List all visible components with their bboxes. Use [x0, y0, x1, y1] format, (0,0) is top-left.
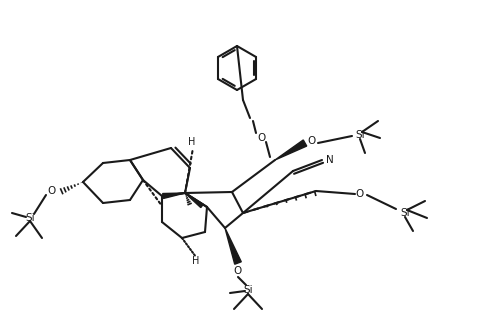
- Text: O: O: [234, 266, 242, 276]
- Text: O: O: [47, 186, 55, 196]
- Text: Si: Si: [25, 213, 35, 223]
- Text: Si: Si: [243, 285, 253, 295]
- Text: Si: Si: [355, 130, 365, 140]
- Text: H: H: [188, 137, 196, 147]
- Text: N: N: [326, 155, 334, 165]
- Text: O: O: [308, 136, 316, 146]
- Polygon shape: [275, 140, 307, 160]
- Text: O: O: [257, 133, 265, 143]
- Text: O: O: [356, 189, 364, 199]
- Polygon shape: [185, 193, 203, 208]
- Polygon shape: [163, 193, 185, 198]
- Polygon shape: [225, 228, 241, 264]
- Text: H: H: [192, 256, 200, 266]
- Text: Si: Si: [400, 208, 410, 218]
